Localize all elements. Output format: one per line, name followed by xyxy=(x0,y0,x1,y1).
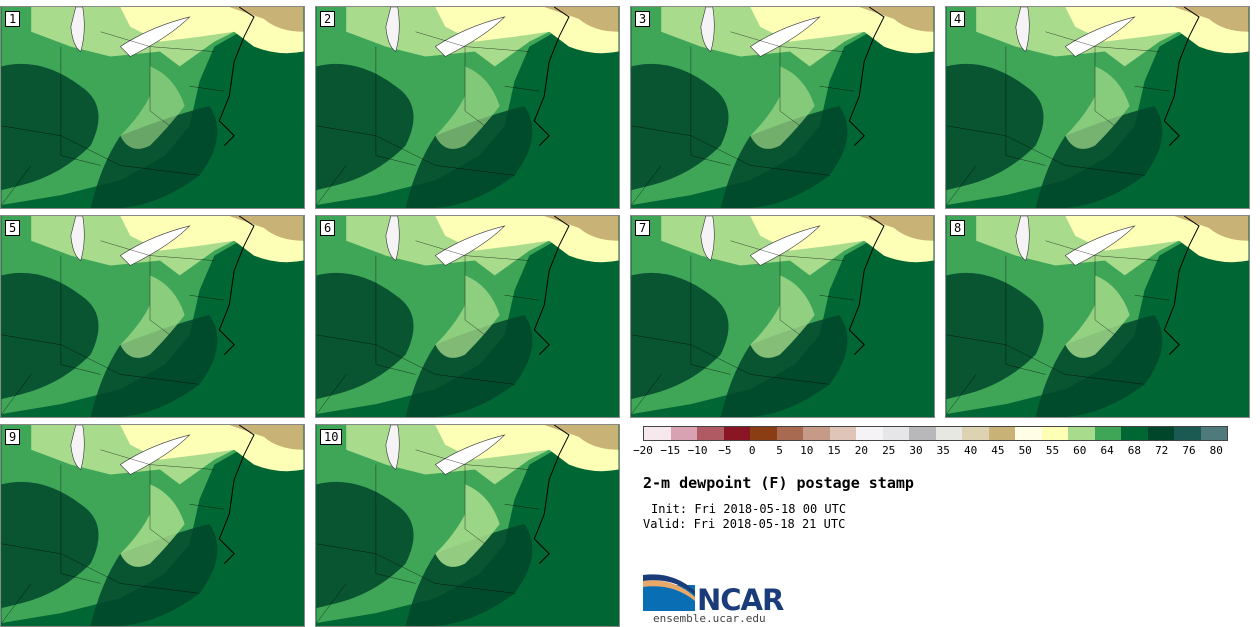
colorbar-tick-label: 15 xyxy=(827,444,841,457)
colorbar-swatch xyxy=(962,427,989,440)
colorbar-tick-label: 35 xyxy=(936,444,950,457)
colorbar-tick-label: 80 xyxy=(1209,444,1223,457)
ncar-swoosh-icon xyxy=(643,574,695,611)
colorbar-swatch xyxy=(829,427,856,440)
map-field xyxy=(631,216,934,417)
colorbar-swatch xyxy=(697,427,724,440)
colorbar-tick-label: −20 xyxy=(633,444,653,457)
colorbar-tick-label: 25 xyxy=(882,444,896,457)
colorbar-tick-label: 40 xyxy=(963,444,978,457)
member-number: 10 xyxy=(320,429,343,445)
colorbar-swatch xyxy=(670,427,697,440)
colorbar: −20 −15 −10 −5 0 5 10 15 20 25 30 35 40 45 50 55 60 64 68 7… xyxy=(633,426,1228,457)
colorbar-tick-label: 60 xyxy=(1073,444,1087,457)
colorbar-tick-label: −15 xyxy=(660,444,681,457)
map-field xyxy=(1,7,304,208)
member-panel-2: 2 xyxy=(315,6,620,209)
member-number: 9 xyxy=(5,429,21,445)
colorbar-swatch xyxy=(1174,427,1201,440)
colorbar-swatch xyxy=(935,427,962,440)
map-field xyxy=(1,425,304,626)
colorbar-tick-label: 0 xyxy=(748,444,756,457)
ncar-logo: NCAR xyxy=(643,571,784,617)
colorbar-tick-label: 20 xyxy=(854,444,869,457)
member-panel-5: 5 xyxy=(0,215,305,418)
member-panel-3: 3 xyxy=(630,6,935,209)
colorbar-tick-label: 72 xyxy=(1155,444,1169,457)
member-panel-9: 9 xyxy=(0,424,305,627)
colorbar-swatch xyxy=(1200,427,1227,440)
valid-time: Valid: Fri 2018-05-18 21 UTC xyxy=(643,517,846,531)
member-panel-7: 7 xyxy=(630,215,935,418)
colorbar-swatch xyxy=(1068,427,1095,440)
colorbar-swatch xyxy=(1094,427,1121,440)
colorbar-tick-label: −10 xyxy=(687,444,708,457)
colorbar-swatch xyxy=(909,427,936,440)
member-number: 3 xyxy=(635,11,651,27)
colorbar-tick-label: 68 xyxy=(1127,444,1142,457)
member-panel-8: 8 xyxy=(945,215,1250,418)
map-field xyxy=(316,425,619,626)
ensemble-url[interactable]: ensemble.ucar.edu xyxy=(653,612,766,625)
colorbar-swatch xyxy=(750,427,777,440)
map-field xyxy=(1,216,304,417)
colorbar-swatch xyxy=(1041,427,1068,440)
map-field xyxy=(946,7,1249,208)
init-time: Init: Fri 2018-05-18 00 UTC xyxy=(651,502,847,516)
colorbar-swatch xyxy=(776,427,803,440)
map-field xyxy=(316,216,619,417)
chart-title: 2-m dewpoint (F) postage stamp xyxy=(643,474,914,492)
colorbar-tick-label: 76 xyxy=(1182,444,1196,457)
colorbar-swatch xyxy=(644,427,671,440)
colorbar-swatch xyxy=(1121,427,1148,440)
colorbar-tick-label: −5 xyxy=(718,444,732,457)
colorbar-tick-label: 10 xyxy=(800,444,814,457)
member-panel-4: 4 xyxy=(945,6,1250,209)
colorbar-swatch xyxy=(1015,427,1042,440)
member-panel-1: 1 xyxy=(0,6,305,209)
colorbar-tick-label: 30 xyxy=(909,444,923,457)
colorbar-swatches xyxy=(643,426,1228,441)
colorbar-tick-label: 5 xyxy=(776,444,783,457)
colorbar-tick-label: 64 xyxy=(1100,444,1114,457)
member-panel-6: 6 xyxy=(315,215,620,418)
map-field xyxy=(946,216,1249,417)
member-panel-10: 10 xyxy=(315,424,620,627)
map-field xyxy=(631,7,934,208)
member-number: 5 xyxy=(5,220,21,236)
colorbar-swatch xyxy=(856,427,883,440)
ncar-wordmark: NCAR xyxy=(697,583,784,617)
member-number: 6 xyxy=(320,220,336,236)
member-number: 4 xyxy=(950,11,966,27)
map-field xyxy=(316,7,619,208)
colorbar-swatch xyxy=(803,427,830,440)
colorbar-swatch xyxy=(723,427,750,440)
member-number: 7 xyxy=(635,220,651,236)
colorbar-tick-label: 50 xyxy=(1018,444,1032,457)
colorbar-swatch xyxy=(882,427,909,440)
member-number: 2 xyxy=(320,11,336,27)
colorbar-tick-label: 45 xyxy=(991,444,1005,457)
colorbar-tick-label: 55 xyxy=(1045,444,1060,457)
colorbar-ticks: −20 −15 −10 −5 0 5 10 15 20 25 30 35 40 45 50 55 60 64 68 7… xyxy=(633,441,1228,457)
colorbar-swatch xyxy=(988,427,1015,440)
member-number: 1 xyxy=(5,11,21,27)
colorbar-swatch xyxy=(1147,427,1174,440)
member-number: 8 xyxy=(950,220,966,236)
